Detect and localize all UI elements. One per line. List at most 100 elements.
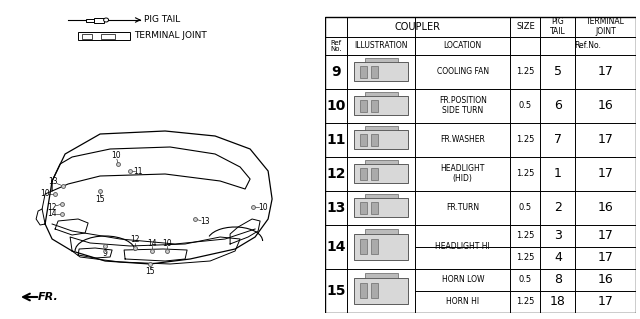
- Text: 10: 10: [163, 239, 172, 248]
- Ellipse shape: [104, 18, 109, 22]
- Text: 8: 8: [554, 273, 562, 286]
- Text: 15: 15: [326, 284, 346, 298]
- FancyBboxPatch shape: [354, 96, 408, 115]
- Text: PIG
TAIL: PIG TAIL: [550, 18, 566, 36]
- Bar: [365, 58, 397, 62]
- Bar: [365, 194, 397, 198]
- Text: 13: 13: [200, 218, 210, 226]
- Text: 14: 14: [326, 240, 346, 254]
- Text: 15: 15: [95, 195, 105, 204]
- Text: PIG TAIL: PIG TAIL: [144, 16, 180, 25]
- Text: 4: 4: [554, 251, 562, 264]
- Text: Ref
No.: Ref No.: [330, 40, 342, 52]
- Text: 15: 15: [145, 268, 155, 277]
- Bar: [365, 126, 397, 130]
- Text: SIZE: SIZE: [516, 22, 535, 31]
- Text: 13: 13: [48, 177, 58, 187]
- Text: 13: 13: [326, 201, 346, 215]
- Text: 18: 18: [550, 295, 566, 308]
- Bar: [365, 229, 397, 234]
- Text: TERMINAL
JOINT: TERMINAL JOINT: [586, 18, 625, 36]
- Text: 6: 6: [554, 99, 562, 112]
- Text: 14: 14: [47, 210, 57, 219]
- Bar: [365, 93, 397, 96]
- Text: 1.25: 1.25: [516, 135, 534, 144]
- Text: 14: 14: [147, 239, 157, 248]
- Text: FR.WASHER: FR.WASHER: [440, 135, 485, 144]
- Text: 9: 9: [332, 65, 341, 79]
- Text: HEADLIGHT
(HID): HEADLIGHT (HID): [440, 164, 485, 183]
- Bar: [371, 66, 378, 78]
- Text: 10: 10: [326, 99, 346, 113]
- Text: 12: 12: [131, 235, 140, 244]
- Bar: [371, 202, 378, 213]
- Text: 12: 12: [47, 203, 57, 211]
- Bar: [360, 239, 367, 255]
- Text: 0.5: 0.5: [519, 275, 532, 284]
- Text: FR.: FR.: [38, 292, 59, 302]
- Text: COOLING FAN: COOLING FAN: [436, 67, 489, 76]
- Text: TERMINAL JOINT: TERMINAL JOINT: [134, 32, 207, 41]
- Text: 10: 10: [259, 203, 268, 211]
- Bar: [82, 33, 92, 39]
- FancyBboxPatch shape: [354, 130, 408, 150]
- Bar: [371, 100, 378, 112]
- Bar: [360, 283, 367, 299]
- Bar: [371, 283, 378, 299]
- Text: 2: 2: [554, 201, 562, 214]
- Text: HORN LOW: HORN LOW: [442, 275, 484, 284]
- Text: 7: 7: [554, 133, 562, 146]
- Text: 5: 5: [554, 65, 562, 78]
- Bar: [101, 33, 115, 39]
- Text: 16: 16: [598, 273, 613, 286]
- Text: 1.25: 1.25: [516, 253, 534, 262]
- Text: COUPLER: COUPLER: [395, 22, 441, 32]
- Text: 17: 17: [598, 65, 613, 78]
- FancyBboxPatch shape: [354, 62, 408, 81]
- Bar: [360, 168, 367, 180]
- Text: FR.TURN: FR.TURN: [446, 203, 479, 212]
- FancyBboxPatch shape: [354, 234, 408, 260]
- FancyBboxPatch shape: [354, 164, 408, 183]
- Text: 3: 3: [554, 229, 562, 242]
- Text: 1.25: 1.25: [516, 169, 534, 178]
- Text: FR.POSITION
SIDE TURN: FR.POSITION SIDE TURN: [439, 96, 487, 115]
- Text: 17: 17: [598, 229, 613, 242]
- FancyBboxPatch shape: [354, 278, 408, 304]
- Bar: [365, 273, 397, 278]
- Text: HEADLIGHT HI: HEADLIGHT HI: [435, 242, 490, 251]
- Text: 16: 16: [598, 99, 613, 112]
- Text: 1.25: 1.25: [516, 67, 534, 76]
- Text: ILLUSTRATION: ILLUSTRATION: [355, 41, 408, 50]
- Text: 9: 9: [102, 249, 108, 258]
- Bar: [78, 32, 130, 40]
- Text: 17: 17: [598, 167, 613, 180]
- Bar: [371, 168, 378, 180]
- Bar: [365, 160, 397, 164]
- Text: 16: 16: [598, 201, 613, 214]
- Bar: [94, 18, 104, 23]
- Text: LOCATION: LOCATION: [444, 41, 482, 50]
- Text: 11: 11: [326, 133, 346, 147]
- Text: 1: 1: [554, 167, 562, 180]
- Bar: [371, 239, 378, 255]
- Text: 17: 17: [598, 251, 613, 264]
- Bar: [360, 202, 367, 213]
- Bar: [86, 19, 94, 21]
- Text: Ref.No.: Ref.No.: [575, 41, 602, 50]
- Text: HORN HI: HORN HI: [446, 297, 479, 306]
- Bar: [360, 66, 367, 78]
- Text: 0.5: 0.5: [519, 203, 532, 212]
- Text: 11: 11: [133, 167, 143, 175]
- Text: 10: 10: [111, 152, 121, 160]
- Text: 1.25: 1.25: [516, 297, 534, 306]
- Text: 10: 10: [40, 189, 50, 198]
- Text: 12: 12: [326, 167, 346, 181]
- Text: 0.5: 0.5: [519, 101, 532, 110]
- Text: 1.25: 1.25: [516, 231, 534, 240]
- Bar: [371, 134, 378, 145]
- Text: 17: 17: [598, 133, 613, 146]
- Text: 17: 17: [598, 295, 613, 308]
- Bar: [360, 134, 367, 145]
- Bar: [360, 100, 367, 112]
